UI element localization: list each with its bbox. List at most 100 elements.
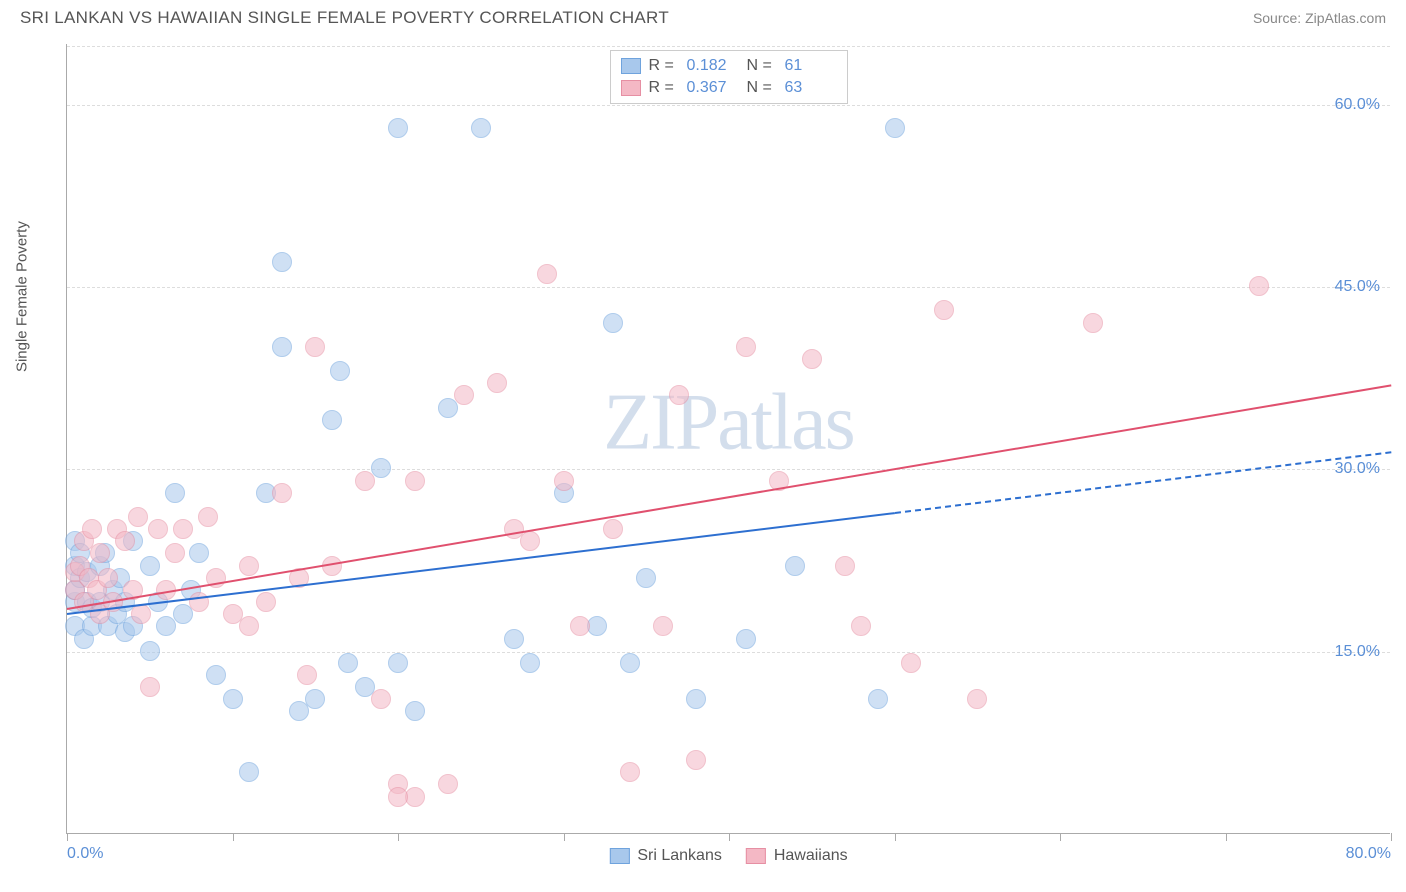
- legend-r-label: R =: [649, 57, 679, 75]
- watermark: ZIPatlas: [603, 377, 854, 468]
- data-point: [90, 543, 110, 563]
- data-point: [504, 629, 524, 649]
- data-point: [355, 471, 375, 491]
- data-point: [189, 543, 209, 563]
- data-point: [165, 543, 185, 563]
- x-tick: [564, 833, 565, 841]
- legend-series-name: Sri Lankans: [637, 847, 722, 865]
- data-point: [165, 483, 185, 503]
- legend-swatch: [746, 848, 766, 864]
- data-point: [603, 313, 623, 333]
- data-point: [305, 337, 325, 357]
- legend-series-name: Hawaiians: [774, 847, 848, 865]
- data-point: [388, 787, 408, 807]
- data-point: [98, 568, 118, 588]
- data-point: [405, 471, 425, 491]
- data-point: [636, 568, 656, 588]
- data-point: [868, 689, 888, 709]
- data-point: [603, 519, 623, 539]
- gridline: [67, 652, 1390, 653]
- legend-swatch: [609, 848, 629, 864]
- legend-r-label: R =: [649, 79, 679, 97]
- y-axis-label: Single Female Poverty: [14, 221, 31, 372]
- x-tick: [1226, 833, 1227, 841]
- data-point: [835, 556, 855, 576]
- data-point: [454, 385, 474, 405]
- y-tick-label: 30.0%: [1335, 460, 1380, 478]
- data-point: [140, 677, 160, 697]
- data-point: [223, 689, 243, 709]
- data-point: [537, 264, 557, 284]
- legend-item: Hawaiians: [746, 847, 848, 865]
- data-point: [115, 531, 135, 551]
- correlation-legend: R = 0.182 N = 61 R =0.367N =63: [610, 50, 848, 104]
- x-tick: [895, 833, 896, 841]
- legend-row: R =0.367N =63: [621, 77, 837, 99]
- legend-swatch: [621, 80, 641, 96]
- gridline: [67, 46, 1390, 47]
- data-point: [471, 118, 491, 138]
- data-point: [438, 774, 458, 794]
- trend-line: [894, 451, 1391, 514]
- data-point: [1249, 276, 1269, 296]
- gridline: [67, 469, 1390, 470]
- legend-r-value: 0.182: [687, 57, 739, 75]
- x-tick-label: 80.0%: [1346, 845, 1391, 863]
- y-tick-label: 45.0%: [1335, 278, 1380, 296]
- data-point: [388, 118, 408, 138]
- series-legend: Sri Lankans Hawaiians: [609, 847, 847, 865]
- data-point: [82, 519, 102, 539]
- legend-row: R = 0.182 N = 61: [621, 55, 837, 77]
- data-point: [272, 252, 292, 272]
- data-point: [239, 556, 259, 576]
- data-point: [554, 471, 574, 491]
- data-point: [669, 385, 689, 405]
- data-point: [620, 653, 640, 673]
- data-point: [934, 300, 954, 320]
- chart-title: SRI LANKAN VS HAWAIIAN SINGLE FEMALE POV…: [20, 8, 669, 28]
- x-tick: [67, 833, 68, 841]
- data-point: [371, 689, 391, 709]
- data-point: [620, 762, 640, 782]
- data-point: [885, 118, 905, 138]
- x-tick: [233, 833, 234, 841]
- legend-n-value: 61: [785, 57, 837, 75]
- data-point: [851, 616, 871, 636]
- data-point: [305, 689, 325, 709]
- data-point: [736, 629, 756, 649]
- legend-n-label: N =: [747, 57, 777, 75]
- data-point: [1083, 313, 1103, 333]
- data-point: [653, 616, 673, 636]
- data-point: [173, 519, 193, 539]
- data-point: [967, 689, 987, 709]
- data-point: [330, 361, 350, 381]
- data-point: [131, 604, 151, 624]
- data-point: [297, 665, 317, 685]
- data-point: [272, 337, 292, 357]
- x-tick: [1060, 833, 1061, 841]
- data-point: [140, 641, 160, 661]
- legend-swatch: [621, 58, 641, 74]
- data-point: [901, 653, 921, 673]
- legend-n-value: 63: [785, 79, 837, 97]
- chart-header: SRI LANKAN VS HAWAIIAN SINGLE FEMALE POV…: [0, 0, 1406, 32]
- x-tick: [1391, 833, 1392, 841]
- data-point: [371, 458, 391, 478]
- data-point: [148, 519, 168, 539]
- x-tick: [398, 833, 399, 841]
- data-point: [338, 653, 358, 673]
- chart-container: Single Female Poverty ZIPatlas R =0.182N…: [50, 44, 1390, 834]
- data-point: [487, 373, 507, 393]
- y-tick-label: 15.0%: [1335, 643, 1380, 661]
- data-point: [520, 653, 540, 673]
- data-point: [388, 653, 408, 673]
- chart-source: Source: ZipAtlas.com: [1253, 10, 1386, 26]
- data-point: [405, 701, 425, 721]
- data-point: [736, 337, 756, 357]
- data-point: [802, 349, 822, 369]
- gridline: [67, 105, 1390, 106]
- data-point: [128, 507, 148, 527]
- gridline: [67, 287, 1390, 288]
- data-point: [686, 750, 706, 770]
- data-point: [686, 689, 706, 709]
